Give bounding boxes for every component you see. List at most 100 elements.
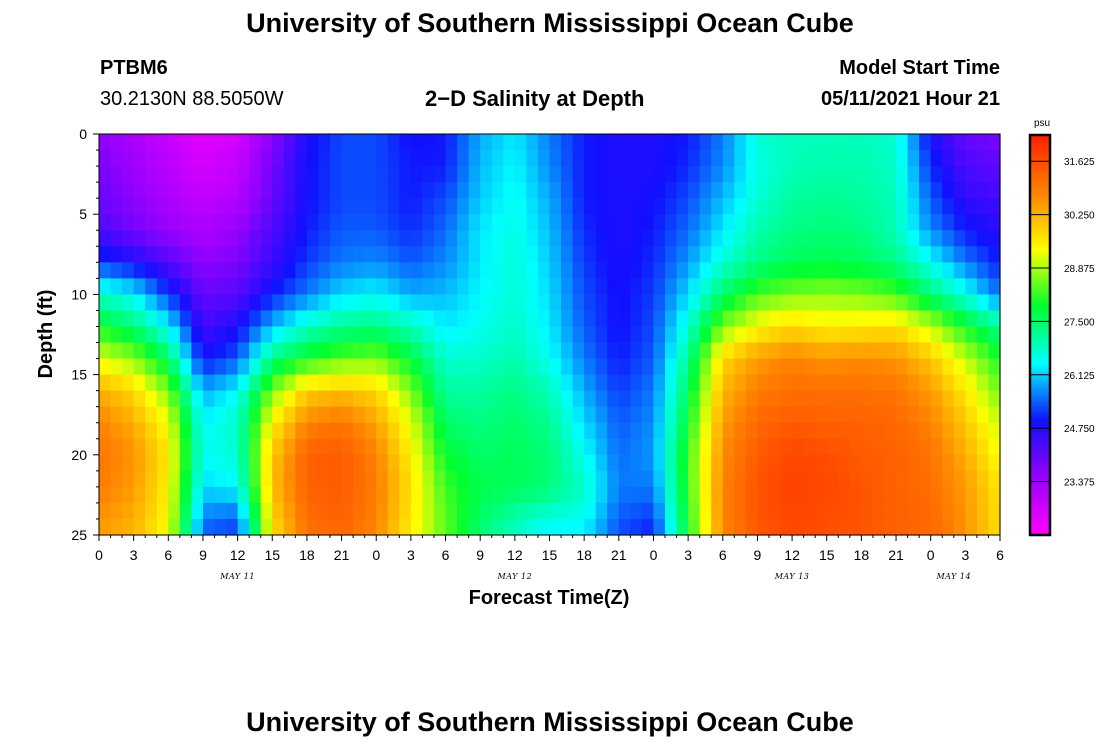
heatmap-cell [353,294,366,312]
x-tick-label: 15 [819,547,835,563]
heatmap-cell [387,214,400,231]
heatmap-cell [734,374,747,392]
heatmap-cell [745,502,759,520]
heatmap-cell [480,134,493,151]
heatmap-cell [387,486,400,504]
heatmap-cell [537,422,551,440]
heatmap-cell [122,390,135,408]
heatmap-cell [156,454,169,472]
heatmap-cell [722,486,735,504]
heatmap-cell [364,470,377,488]
heatmap-cell [976,486,990,504]
heatmap-cell [872,422,886,440]
heatmap-cell [341,214,354,231]
heatmap-cell [699,422,712,440]
heatmap-cell [491,486,504,504]
heatmap-cell [595,358,608,376]
heatmap-cell [561,342,574,360]
heatmap-cell [688,486,701,504]
heatmap-cell [815,486,828,504]
heatmap-cell [387,502,400,520]
heatmap-cell [861,470,874,488]
heatmap-cell [330,262,343,279]
heatmap-cell [202,342,216,360]
heatmap-cell [249,246,262,263]
heatmap-cell [433,326,447,344]
heatmap-cell [433,182,447,199]
heatmap-cell [445,326,458,344]
heatmap-cell [965,438,978,456]
heatmap-cell [595,454,608,472]
heatmap-cell [722,246,735,263]
heatmap-cell [838,422,851,440]
heatmap-cell [145,134,158,151]
heatmap-cell [202,166,216,183]
heatmap-cell [364,310,377,328]
heatmap-cell [849,182,862,199]
heatmap-cell [191,486,204,504]
heatmap-cell [156,326,169,344]
heatmap-cell [907,134,920,151]
heatmap-cell [99,358,112,376]
heatmap-cell [976,198,990,215]
heatmap-cell [734,182,747,199]
heatmap-cell [457,342,470,360]
heatmap-cell [976,374,990,392]
heatmap-cell [688,230,701,247]
heatmap-cell [376,166,389,183]
heatmap-cell [653,198,666,215]
heatmap-cell [676,422,689,440]
heatmap-cell [653,326,666,344]
heatmap-cell [480,518,493,536]
heatmap-cell [214,166,227,183]
heatmap-cell [780,374,793,392]
heatmap-cell [849,246,862,263]
heatmap-cell [953,294,966,312]
heatmap-cell [561,166,574,183]
x-tick-label: 9 [199,547,207,563]
heatmap-cell [399,294,412,312]
heatmap-cell [595,310,608,328]
heatmap-cell [792,454,805,472]
heatmap-cell [537,454,551,472]
heatmap-cell [688,470,701,488]
heatmap-cell [99,406,112,424]
heatmap-cell [745,294,759,312]
heatmap-cell [953,342,966,360]
heatmap-cell [364,502,377,520]
heatmap-cell [364,182,377,199]
heatmap-cell [734,278,747,295]
heatmap-cell [410,310,424,328]
heatmap-cell [549,486,562,504]
heatmap-cell [976,182,990,199]
heatmap-cell [803,294,816,312]
heatmap-cell [433,150,447,167]
y-tick-label: 5 [79,206,87,222]
heatmap-cell [387,150,400,167]
heatmap-cell [306,502,320,520]
heatmap-cell [757,230,770,247]
heatmap-cell [399,342,412,360]
heatmap-cell [399,246,412,263]
heatmap-cell [757,166,770,183]
heatmap-cell [872,438,886,456]
heatmap-cell [815,150,828,167]
heatmap-cell [422,422,435,440]
heatmap-cell [399,278,412,295]
heatmap-cell [618,374,631,392]
heatmap-cell [838,358,851,376]
heatmap-cell [110,438,123,456]
heatmap-cell [757,214,770,231]
heatmap-cell [630,486,643,504]
heatmap-cell [976,134,990,151]
heatmap-cell [191,502,204,520]
heatmap-cell [896,326,909,344]
heatmap-cell [491,518,504,536]
heatmap-cell [607,246,620,263]
heatmap-cell [641,182,655,199]
heatmap-cell [295,214,308,231]
heatmap-cell [745,486,759,504]
heatmap-cell [861,438,874,456]
heatmap-cell [607,150,620,167]
heatmap-cell [584,262,597,279]
